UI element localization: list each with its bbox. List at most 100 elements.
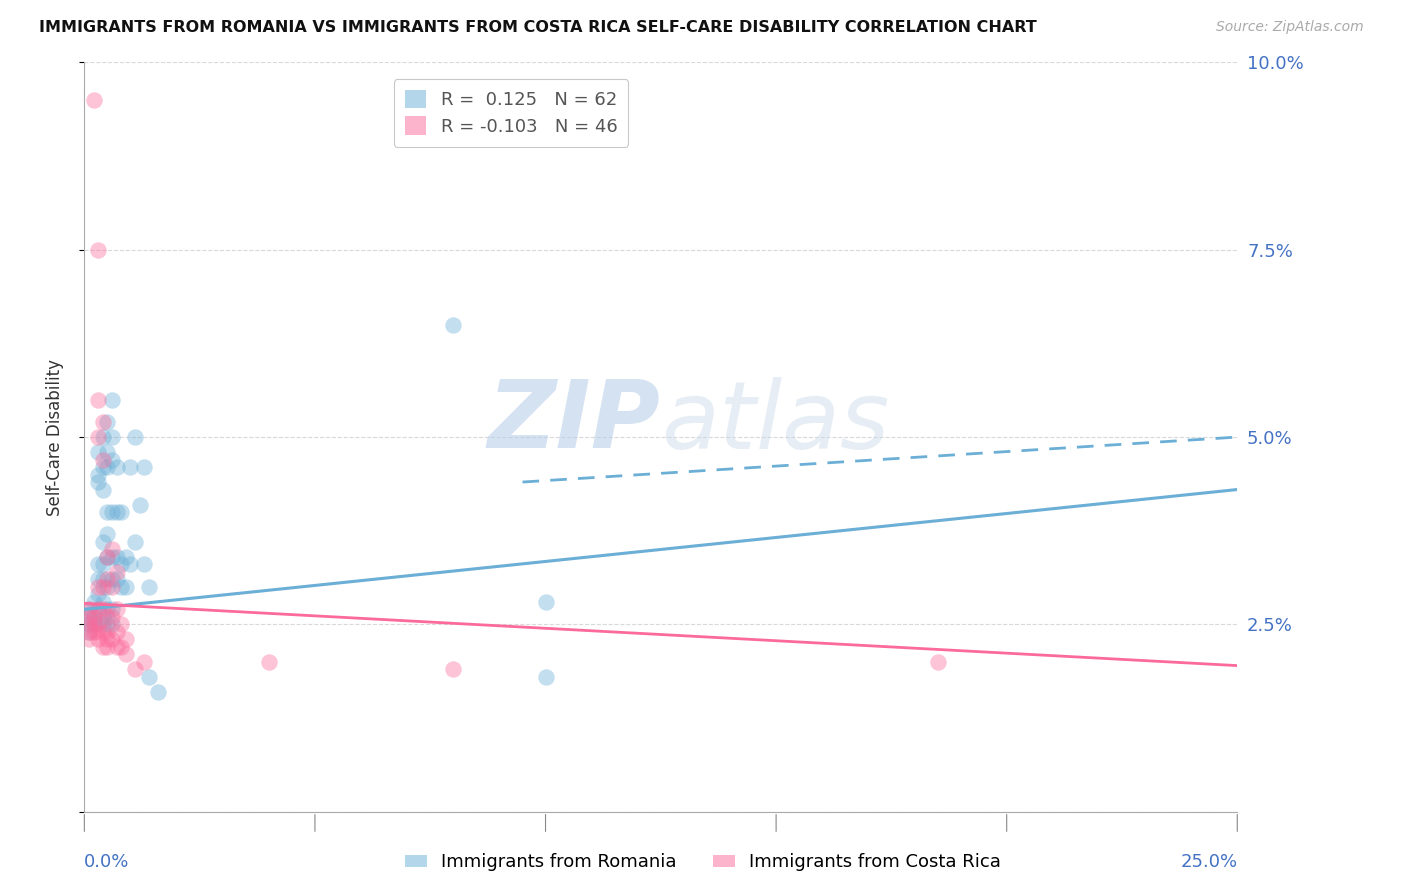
Point	[124, 662, 146, 676]
Point	[101, 573, 124, 587]
Point	[120, 460, 142, 475]
Point	[105, 602, 128, 616]
Point	[534, 595, 557, 609]
Point	[101, 602, 124, 616]
Point	[96, 640, 118, 654]
Point	[120, 558, 142, 572]
Point	[83, 617, 105, 632]
Point	[101, 505, 124, 519]
Legend: R =  0.125   N = 62, R = -0.103   N = 46: R = 0.125 N = 62, R = -0.103 N = 46	[394, 79, 628, 146]
Point	[101, 617, 124, 632]
Point	[134, 655, 156, 669]
Point	[110, 617, 132, 632]
Point	[87, 430, 110, 444]
Point	[96, 505, 118, 519]
Point	[87, 587, 110, 601]
Point	[927, 655, 949, 669]
Point	[96, 602, 118, 616]
Point	[105, 549, 128, 564]
Point	[138, 580, 160, 594]
Point	[87, 580, 110, 594]
Point	[91, 483, 114, 497]
Point	[115, 549, 138, 564]
Point	[77, 632, 100, 647]
Point	[124, 430, 146, 444]
Point	[101, 392, 124, 407]
Point	[87, 602, 110, 616]
Point	[91, 573, 114, 587]
Point	[110, 640, 132, 654]
Point	[96, 415, 118, 429]
Text: Source: ZipAtlas.com: Source: ZipAtlas.com	[1216, 20, 1364, 34]
Point	[134, 460, 156, 475]
Text: atlas: atlas	[661, 376, 889, 467]
Point	[87, 445, 110, 459]
Point	[87, 617, 110, 632]
Point	[534, 670, 557, 684]
Text: 25.0%: 25.0%	[1180, 853, 1237, 871]
Point	[105, 460, 128, 475]
Point	[96, 549, 118, 564]
Legend: Immigrants from Romania, Immigrants from Costa Rica: Immigrants from Romania, Immigrants from…	[398, 847, 1008, 879]
Point	[441, 318, 464, 332]
Point	[101, 452, 124, 467]
Point	[96, 460, 118, 475]
Point	[146, 685, 169, 699]
Point	[91, 535, 114, 549]
Point	[96, 580, 118, 594]
Point	[91, 595, 114, 609]
Point	[96, 624, 118, 639]
Point	[87, 573, 110, 587]
Point	[257, 655, 280, 669]
Point	[138, 670, 160, 684]
Point	[101, 549, 124, 564]
Point	[110, 558, 132, 572]
Point	[77, 624, 100, 639]
Point	[96, 632, 118, 647]
Text: 0.0%: 0.0%	[84, 853, 129, 871]
Point	[101, 580, 124, 594]
Text: ZIP: ZIP	[488, 376, 661, 468]
Point	[87, 558, 110, 572]
Point	[96, 617, 118, 632]
Point	[87, 392, 110, 407]
Point	[91, 460, 114, 475]
Point	[115, 632, 138, 647]
Point	[91, 624, 114, 639]
Point	[115, 580, 138, 594]
Point	[77, 617, 100, 632]
Y-axis label: Self-Care Disability: Self-Care Disability	[45, 359, 63, 516]
Point	[96, 445, 118, 459]
Point	[83, 617, 105, 632]
Point	[110, 580, 132, 594]
Point	[87, 602, 110, 616]
Point	[105, 640, 128, 654]
Point	[134, 558, 156, 572]
Point	[115, 648, 138, 662]
Point	[87, 475, 110, 489]
Point	[101, 610, 124, 624]
Point	[91, 415, 114, 429]
Point	[91, 640, 114, 654]
Point	[91, 610, 114, 624]
Point	[101, 430, 124, 444]
Point	[128, 498, 150, 512]
Point	[83, 93, 105, 107]
Point	[87, 467, 110, 482]
Point	[83, 610, 105, 624]
Point	[91, 430, 114, 444]
Point	[83, 610, 105, 624]
Point	[87, 624, 110, 639]
Point	[91, 580, 114, 594]
Point	[96, 549, 118, 564]
Point	[87, 632, 110, 647]
Point	[101, 632, 124, 647]
Point	[77, 602, 100, 616]
Point	[105, 573, 128, 587]
Point	[105, 624, 128, 639]
Point	[105, 505, 128, 519]
Point	[77, 624, 100, 639]
Point	[96, 573, 118, 587]
Point	[83, 595, 105, 609]
Point	[91, 602, 114, 616]
